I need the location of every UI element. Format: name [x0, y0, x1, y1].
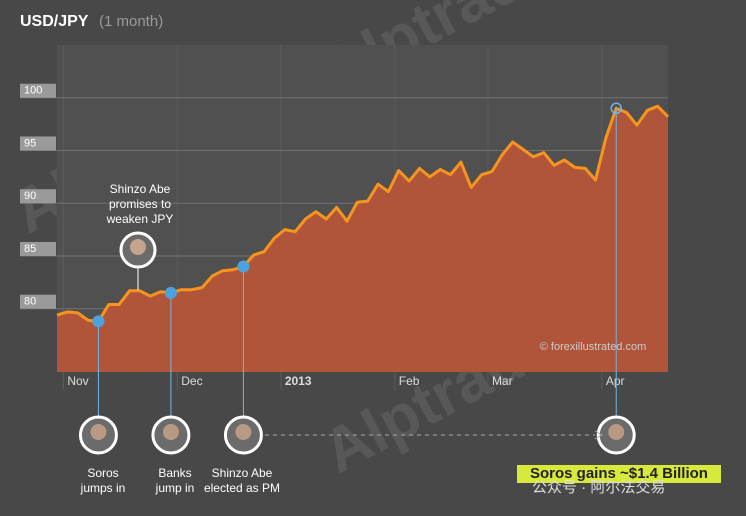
y-tick-box: [20, 189, 56, 204]
annotation: Soros jumps in: [80, 466, 126, 495]
arrow-head: [594, 430, 604, 440]
chart-title: USD/JPY: [20, 13, 89, 30]
portrait-head: [235, 424, 252, 440]
portrait-head: [130, 239, 146, 255]
x-tick-label: Apr: [606, 374, 625, 388]
source: © forexillustrated.com: [539, 341, 647, 353]
y-tick-label: 85: [24, 243, 36, 255]
chart-subtitle: (1 month): [99, 13, 163, 30]
event-marker: [92, 315, 105, 328]
y-tick-label: 95: [24, 137, 36, 149]
y-tick-label: 90: [24, 190, 36, 202]
event-marker: [237, 260, 250, 273]
channel: 公众号 · 阿尔法交易: [532, 479, 666, 496]
event-marker: [610, 102, 622, 115]
x-tick-label: Mar: [492, 374, 513, 388]
note: Shinzo Abe promises to weaken JPY: [106, 182, 174, 226]
y-tick-label: 100: [24, 85, 42, 97]
y-tick-box: [20, 83, 56, 98]
y-tick-box: [20, 241, 56, 256]
portrait-head: [162, 424, 179, 440]
x-tick-label: Feb: [399, 374, 420, 388]
x-tick-label: Nov: [67, 374, 88, 388]
area: [57, 106, 668, 372]
portrait-head: [90, 424, 107, 440]
annotation: Banks jump in: [155, 466, 195, 495]
y-tick-label: 80: [24, 296, 36, 308]
x-tick-label: 2013: [285, 374, 312, 388]
line: [56, 104, 670, 323]
y-tick-box: [20, 136, 56, 151]
y-tick-box: [20, 294, 56, 309]
x-tick-label: Dec: [181, 374, 202, 388]
event-marker: [164, 286, 177, 299]
portrait-head: [608, 424, 625, 440]
annotation: Shinzo Abe elected as PM: [203, 466, 281, 495]
annotation-highlight: Soros gains ~$1.4 Billion: [517, 465, 721, 483]
